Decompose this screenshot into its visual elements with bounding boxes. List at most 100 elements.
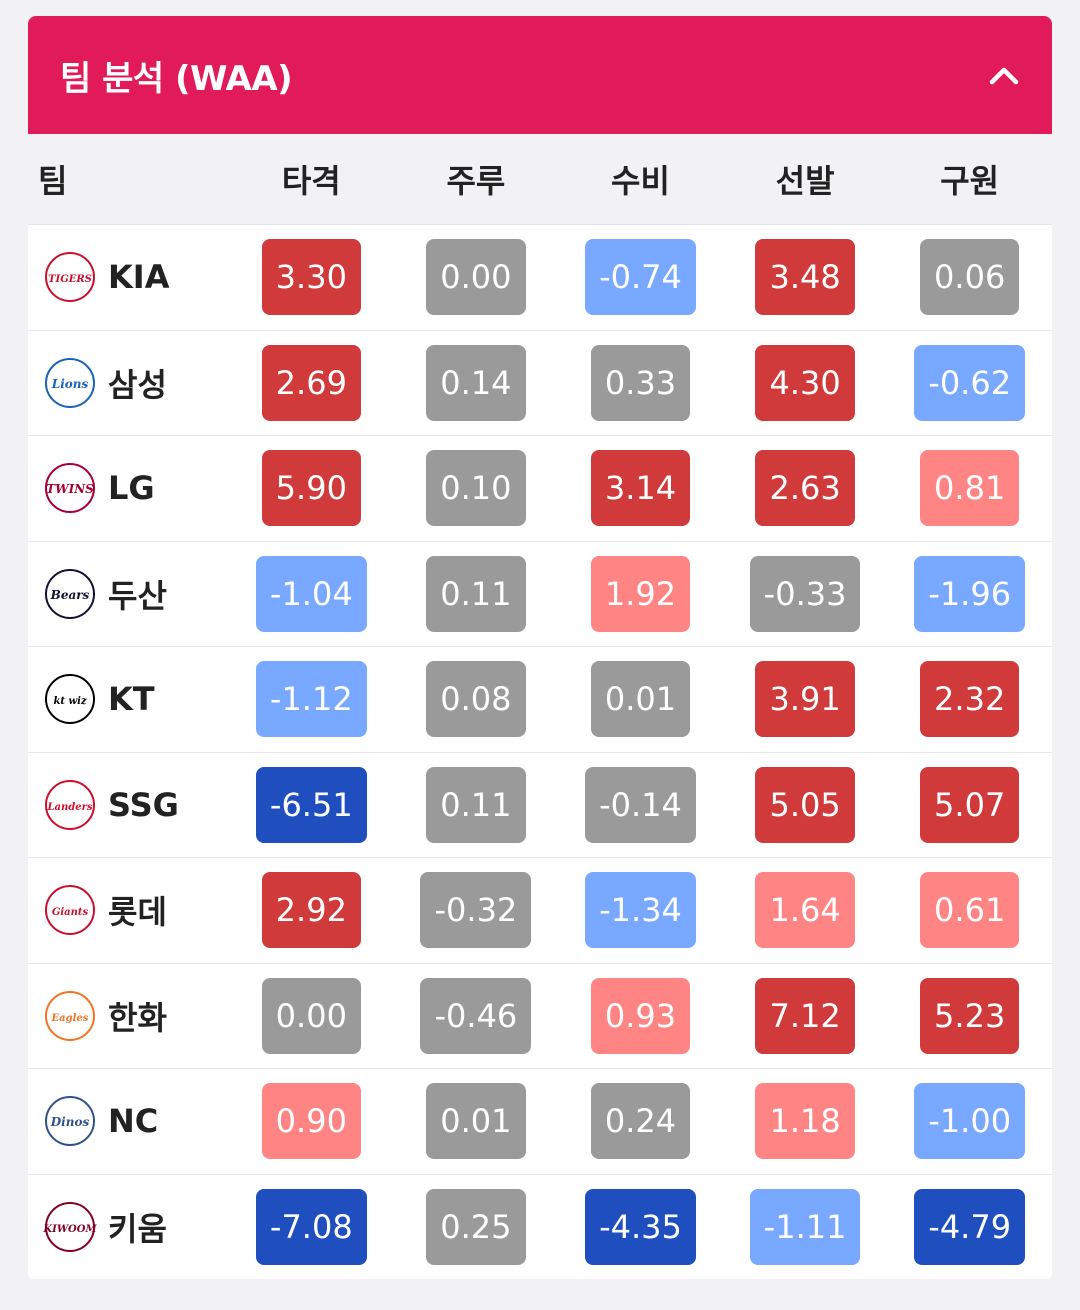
stat-cell: 3.91 (723, 661, 888, 738)
kiwoom-logo-icon: KIWOOM (42, 1199, 98, 1255)
table-row[interactable]: Lions 삼성 2.69 0.14 0.33 4.30 -0.62 (28, 331, 1052, 436)
waa-badge: 0.24 (590, 1083, 691, 1160)
chevron-up-icon (989, 67, 1019, 85)
team-name: 키움 (108, 1210, 167, 1249)
waa-badge: 0.11 (426, 555, 526, 632)
waa-badge: -0.74 (585, 239, 696, 316)
waa-badge: 4.30 (755, 344, 855, 421)
tigers-logo-icon: TIGERS (42, 249, 98, 305)
column-header-baserunning: 주루 (446, 162, 506, 200)
lions-logo-icon: Lions (42, 355, 98, 411)
stat-cell: -7.08 (229, 1189, 394, 1266)
stat-cell: -1.34 (558, 872, 723, 949)
card-header[interactable]: 팀 분석 (WAA) (28, 16, 1052, 134)
column-header-row: 팀 타격 주루 수비 선발 구원 (28, 134, 1052, 225)
waa-badge: 5.05 (755, 766, 855, 843)
team-cell: Lions 삼성 (28, 355, 229, 411)
table-row[interactable]: Eagles 한화 0.00 -0.46 0.93 7.12 5.23 (28, 964, 1052, 1069)
table-row[interactable]: kt wiz KT -1.12 0.08 0.01 3.91 2.32 (28, 647, 1052, 753)
stat-cell: -1.96 (887, 555, 1052, 632)
stat-cell: -4.35 (558, 1189, 723, 1266)
team-cell: Bears 두산 (28, 566, 229, 622)
stat-cell: 0.90 (229, 1083, 394, 1160)
stat-cell: -0.74 (558, 239, 723, 316)
stat-cell: -1.00 (887, 1083, 1052, 1160)
table-row[interactable]: KIWOOM 키움 -7.08 0.25 -4.35 -1.11 -4.79 (28, 1175, 1052, 1280)
table-row[interactable]: Bears 두산 -1.04 0.11 1.92 -0.33 -1.96 (28, 542, 1052, 647)
stat-cell: -6.51 (229, 766, 394, 843)
table-row[interactable]: Giants 롯데 2.92 -0.32 -1.34 1.64 0.61 (28, 858, 1052, 964)
table-body: TIGERS KIA 3.30 0.00 -0.74 3.48 0.06 Lions 삼성 2.6… (28, 225, 1052, 1279)
svg-text:Dinos: Dinos (50, 1115, 90, 1129)
waa-badge: -1.12 (255, 661, 367, 738)
waa-badge: -4.79 (914, 1189, 1026, 1266)
table-row[interactable]: Dinos NC 0.90 0.01 0.24 1.18 -1.00 (28, 1069, 1052, 1175)
stat-cell: -1.11 (723, 1189, 888, 1266)
team-cell: TWINS LG (28, 460, 229, 516)
column-header-relief: 구원 (940, 162, 1000, 200)
stat-cell: -0.33 (723, 555, 888, 632)
stat-cell: 4.30 (723, 344, 888, 421)
team-cell: kt wiz KT (28, 671, 229, 727)
table-row[interactable]: TWINS LG 5.90 0.10 3.14 2.63 0.81 (28, 436, 1052, 542)
stat-cell: 0.81 (887, 450, 1052, 527)
column-header-batting: 타격 (281, 162, 341, 200)
stat-cell: 0.00 (229, 977, 394, 1054)
waa-badge: 3.14 (590, 450, 691, 527)
twins-logo-icon: TWINS (42, 460, 98, 516)
waa-badge: -1.34 (585, 872, 696, 949)
stat-cell: 0.11 (394, 555, 559, 632)
waa-badge: 0.00 (426, 239, 526, 316)
waa-badge: 0.25 (426, 1189, 526, 1266)
waa-badge: 0.00 (261, 977, 361, 1054)
stat-cell: 2.63 (723, 450, 888, 527)
waa-badge: 0.90 (261, 1083, 361, 1160)
stat-cell: 0.14 (394, 344, 559, 421)
svg-text:TWINS: TWINS (46, 482, 94, 496)
collapse-button[interactable] (984, 55, 1024, 95)
waa-badge: -0.62 (914, 344, 1026, 421)
stat-cell: -0.62 (887, 344, 1052, 421)
waa-badge: -1.96 (914, 555, 1026, 632)
table-row[interactable]: Landers SSG -6.51 0.11 -0.14 5.05 5.07 (28, 753, 1052, 858)
waa-badge: -1.04 (255, 555, 367, 632)
waa-badge: -7.08 (255, 1189, 367, 1266)
waa-badge: -0.46 (420, 977, 532, 1054)
svg-text:Bears: Bears (50, 588, 90, 602)
waa-badge: 0.81 (920, 450, 1020, 527)
svg-text:kt wiz: kt wiz (53, 696, 86, 707)
waa-badge: 0.01 (590, 661, 691, 738)
team-cell: TIGERS KIA (28, 249, 229, 305)
waa-badge: 2.32 (920, 661, 1020, 738)
stat-cell: 1.18 (723, 1083, 888, 1160)
waa-badge: 0.61 (920, 872, 1020, 949)
waa-badge: -1.11 (749, 1189, 861, 1266)
ktwiz-logo-icon: kt wiz (42, 671, 98, 727)
waa-badge: -0.14 (585, 766, 696, 843)
stat-cell: -4.79 (887, 1189, 1052, 1266)
svg-text:Giants: Giants (52, 907, 89, 918)
waa-badge: 3.91 (755, 661, 855, 738)
stat-cell: -0.46 (394, 977, 559, 1054)
waa-badge: 1.18 (755, 1083, 855, 1160)
team-name: 한화 (108, 998, 167, 1037)
column-header-starting: 선발 (775, 162, 835, 200)
table-row[interactable]: TIGERS KIA 3.30 0.00 -0.74 3.48 0.06 (28, 225, 1052, 331)
waa-badge: -4.35 (585, 1189, 696, 1266)
stat-cell: -0.14 (558, 766, 723, 843)
waa-badge: 2.69 (261, 344, 361, 421)
team-analysis-card: 팀 분석 (WAA) 팀 타격 주루 수비 선발 구원 TIGERS KIA 3.3… (28, 16, 1052, 1279)
waa-badge: 0.08 (426, 661, 526, 738)
waa-badge: 0.10 (426, 450, 526, 527)
stat-cell: 3.14 (558, 450, 723, 527)
stat-cell: 0.61 (887, 872, 1052, 949)
team-name: 롯데 (108, 893, 167, 932)
stat-cell: 0.11 (394, 766, 559, 843)
team-cell: Eagles 한화 (28, 988, 229, 1044)
waa-badge: 3.30 (261, 239, 361, 316)
stat-cell: 0.93 (558, 977, 723, 1054)
column-header-team: 팀 (38, 162, 68, 200)
svg-text:Lions: Lions (51, 377, 89, 391)
stat-cell: -0.32 (394, 872, 559, 949)
stat-cell: 1.92 (558, 555, 723, 632)
